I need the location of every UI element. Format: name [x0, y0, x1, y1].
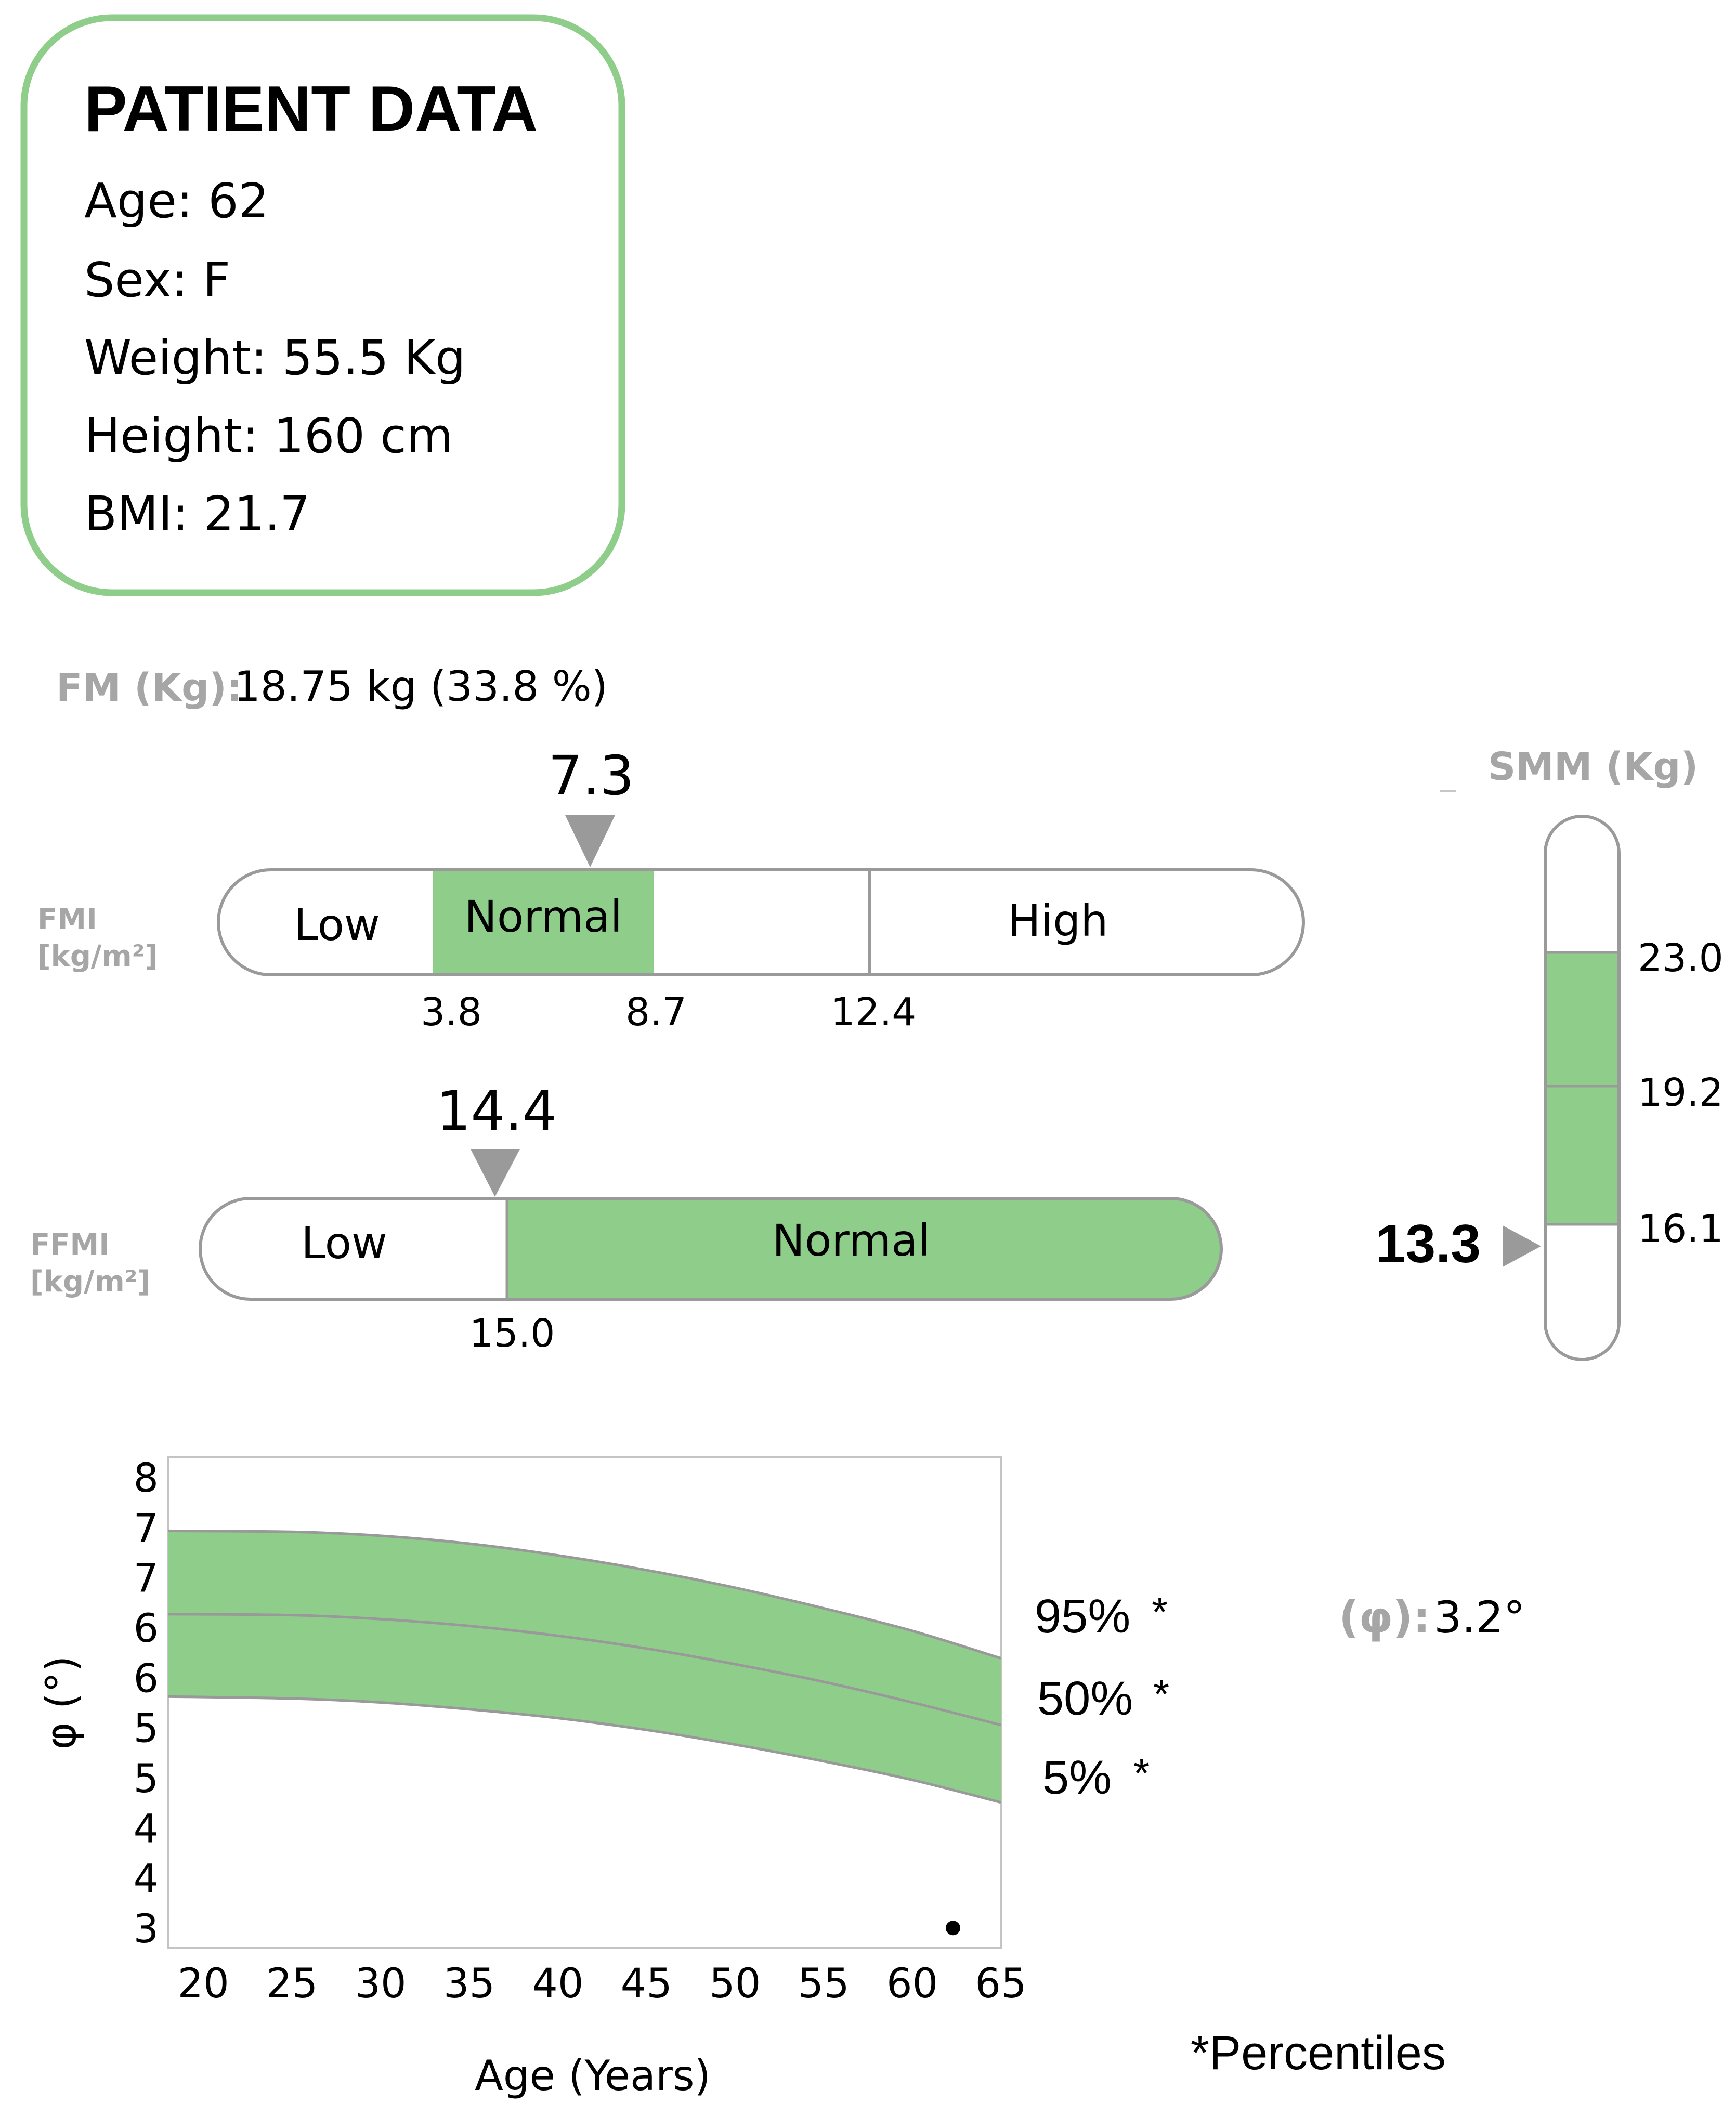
fmi-label: FMI [37, 903, 97, 936]
smm-threshold-high: 23.0 [1638, 936, 1724, 981]
fmi-normal-band [433, 870, 654, 975]
fmi-unit: [kg/m²] [37, 939, 158, 973]
smm-threshold-mid: 19.2 [1638, 1070, 1724, 1115]
x-tick-label-60: 60 [886, 1961, 938, 2007]
ffmi-marker-icon [471, 1149, 520, 1197]
x-tick-label-25: 25 [266, 1961, 318, 2007]
percentile-5-label: 5% [1042, 1751, 1112, 1804]
x-tick-label-45: 45 [621, 1961, 672, 2007]
smm-label: SMM (Kg) [1488, 744, 1698, 789]
fm-value: 18.75 kg (33.8 %) [234, 662, 608, 711]
patient-data-title: PATIENT DATA [84, 73, 538, 145]
percentile-legend: 95% * 50% * 5% * [1035, 1589, 1169, 1804]
ffmi-marker-value: 14.4 [436, 1079, 557, 1143]
ffmi-normal-label: Normal [772, 1215, 930, 1266]
y-tick-label-8: 4 [134, 1856, 159, 1902]
phase-angle-label: (φ): [1339, 1592, 1430, 1643]
y-tick-label-7: 4 [134, 1805, 159, 1851]
x-tick-label-20: 20 [178, 1961, 229, 2007]
x-tick-label-35: 35 [443, 1961, 495, 2007]
x-tick-label-50: 50 [709, 1961, 761, 2007]
percentile-95-label: 95% [1035, 1590, 1130, 1643]
y-tick-label-6: 5 [134, 1755, 159, 1801]
x-tick-label-30: 30 [355, 1961, 406, 2007]
x-tick-label-65: 65 [975, 1961, 1026, 2007]
ffmi-bar-outline [199, 1197, 1223, 1301]
fm-summary: FM (Kg): 18.75 kg (33.8 %) [56, 662, 608, 711]
y-tick-label-2: 7 [134, 1555, 159, 1601]
percentile-band [168, 1531, 1001, 1802]
percentile-95-line [167, 1529, 1001, 1660]
fmi-high-label: High [1008, 895, 1108, 946]
percentile-50-label: 50% [1037, 1672, 1133, 1725]
y-tick-label-5: 5 [134, 1705, 159, 1752]
ffmi-label: FFMI [30, 1228, 110, 1262]
ffmi-gauge: FFMI [kg/m²] Low Normal 15.0 14.4 [30, 1079, 1223, 1356]
y-axis-label: φ (°) [37, 1656, 85, 1750]
smm-marker-value: 13.3 [1376, 1214, 1481, 1274]
patient-height: Height: 160 cm [84, 408, 453, 464]
patient-bmi: BMI: 21.7 [84, 486, 310, 542]
ffmi-threshold: 15.0 [469, 1311, 555, 1356]
fm-label: FM (Kg): [56, 665, 242, 710]
fmi-threshold-normal: 8.7 [625, 990, 687, 1035]
smm-threshold-low: 16.1 [1638, 1207, 1724, 1251]
y-tick-label-1: 7 [134, 1505, 159, 1551]
percentile-5-line [167, 1695, 1001, 1804]
fmi-bar-outline [217, 868, 1305, 976]
patient-age: Age: 62 [84, 173, 269, 229]
percentile-5-asterisk: * [1133, 1750, 1150, 1796]
percentiles-footnote: *Percentiles [1191, 2027, 1446, 2080]
ffmi-unit: [kg/m²] [30, 1265, 151, 1299]
phase-angle-value: 3.2° [1434, 1592, 1525, 1643]
y-tick-label-0: 8 [134, 1455, 159, 1501]
y-tick-label-3: 6 [134, 1605, 159, 1651]
smm-marker-icon [1503, 1225, 1541, 1267]
x-tick-label-40: 40 [532, 1961, 583, 2007]
smm-bar-outline [1544, 815, 1621, 1361]
y-tick-label-9: 3 [134, 1905, 159, 1952]
ffmi-normal-band [507, 1198, 1221, 1299]
x-axis-ticks: 20 25 30 35 40 45 50 55 60 65 [178, 1961, 1027, 2007]
fmi-marker-value: 7.3 [548, 744, 634, 807]
patient-sex: Sex: F [84, 252, 230, 308]
percentile-95-asterisk: * [1152, 1589, 1168, 1635]
fmi-threshold-high: 12.4 [831, 990, 917, 1035]
smm-normal-band [1545, 952, 1619, 1224]
x-axis-label: Age (Years) [475, 2052, 711, 2100]
smm-gauge: SMM (Kg) 23.0 19.2 16.1 13.3 [1376, 744, 1724, 1361]
fmi-threshold-low: 3.8 [421, 990, 482, 1035]
patient-data-point [945, 1921, 960, 1936]
fmi-normal-label: Normal [464, 891, 622, 942]
patient-data-card: PATIENT DATA Age: 62 Sex: F Weight: 55.5… [20, 14, 625, 596]
fmi-gauge: FMI [kg/m²] Low Normal High 3.8 8.7 12.4… [37, 744, 1305, 1035]
patient-weight: Weight: 55.5 Kg [84, 330, 466, 386]
phase-angle-summary: (φ): 3.2° [1339, 1592, 1525, 1643]
ffmi-low-label: Low [301, 1218, 387, 1269]
fmi-marker-icon [565, 815, 615, 867]
y-tick-label-4: 6 [134, 1655, 159, 1701]
x-tick-label-55: 55 [798, 1961, 850, 2007]
percentile-50-line [167, 1613, 1001, 1727]
fmi-low-label: Low [294, 899, 380, 950]
percentile-50-asterisk: * [1153, 1671, 1169, 1717]
